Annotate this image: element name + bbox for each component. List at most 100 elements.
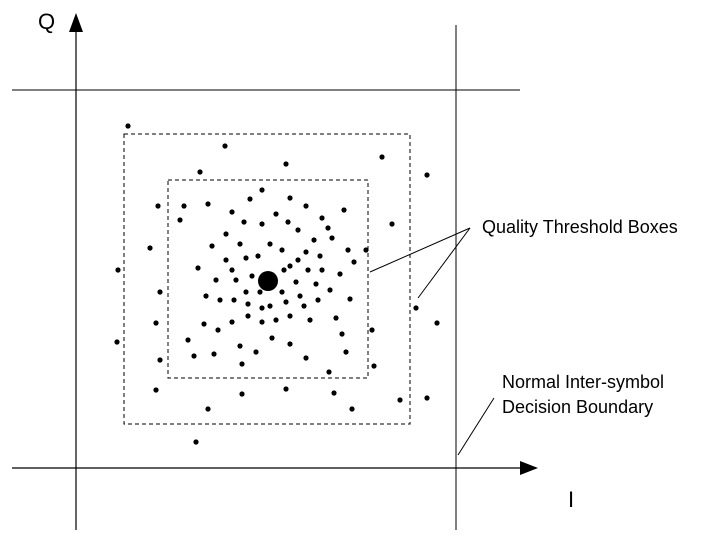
scatter-point [223,231,229,237]
scatter-point [205,406,211,412]
scatter-point [203,293,209,299]
i-axis-arrowhead [520,461,538,475]
inner-threshold-box [167,179,369,379]
scatter-point [273,211,279,217]
scatter-point [243,255,249,261]
outer-threshold-box [123,133,411,425]
scatter-point [231,297,237,303]
scatter-point [247,196,253,202]
scatter-point [267,241,273,247]
quality-threshold-label: Quality Threshold Boxes [482,217,678,237]
scatter-point [245,313,251,319]
scatter-point [259,319,265,325]
scatter-point [313,281,319,287]
received-symbol-points [114,123,440,445]
scatter-point [245,301,251,307]
scatter-point [379,154,385,160]
scatter-point [259,305,265,311]
ideal-symbol-point [258,271,278,291]
scatter-point [239,391,245,397]
decision-boundary-label-line1: Normal Inter-symbol [502,372,664,392]
scatter-point [303,249,309,255]
scatter-point [243,289,249,295]
scatter-point [283,386,289,392]
scatter-point [295,257,301,263]
q-axis-arrowhead [69,13,83,32]
scatter-point [351,259,357,265]
scatter-point [363,247,369,253]
scatter-point [333,315,339,321]
scatter-point [255,253,261,259]
scatter-point [209,243,215,249]
scatter-point [279,289,285,295]
scatter-point [319,215,325,221]
scatter-point [229,209,235,215]
scatter-point [239,361,245,367]
scatter-point [157,357,163,363]
scatter-point [191,353,197,359]
scatter-point [153,387,159,393]
scatter-point [343,349,349,355]
scatter-point [303,203,309,209]
scatter-point [215,327,221,333]
scatter-point [257,289,263,295]
scatter-point [222,143,228,149]
boundary-callout-line [457,397,495,456]
scatter-point [211,351,217,357]
scatter-point [195,265,201,271]
scatter-point [283,299,289,305]
scatter-point [434,320,440,326]
scatter-point [397,397,403,403]
scatter-point [315,297,321,303]
scatter-point [147,245,153,251]
scatter-point [259,221,265,227]
scatter-point [337,271,343,277]
scatter-point [267,303,273,309]
scatter-point [273,317,279,323]
scatter-point [201,321,207,327]
scatter-point [237,241,243,247]
scatter-point [319,267,325,273]
scatter-point [283,161,289,167]
scatter-point [301,303,307,309]
scatter-point [295,227,301,233]
scatter-point [329,235,335,241]
scatter-point [305,267,311,273]
scatter-point [115,267,121,273]
scatter-point [153,320,159,326]
scatter-point [293,279,299,285]
scatter-point [317,253,323,259]
scatter-point [331,390,337,396]
scatter-point [311,237,317,243]
scatter-point [285,219,291,225]
scatter-point [223,257,229,263]
quality-callout-line-outer [417,227,471,299]
scatter-point [185,337,191,343]
scatter-point [341,207,347,213]
scatter-point [281,267,287,273]
scatter-point [177,217,183,223]
scatter-point [253,349,259,355]
scatter-point [287,313,293,319]
scatter-point [279,247,285,253]
scatter-point [269,335,275,341]
scatter-point [297,293,303,299]
scatter-point [307,317,313,323]
i-axis-label: I [568,487,574,512]
scatter-point [205,201,211,207]
decision-boundary-label-line2: Decision Boundary [502,397,653,417]
scatter-point [197,169,203,175]
scatter-point [217,297,223,303]
scatter-point [287,195,293,201]
scatter-point [155,203,161,209]
scatter-point [237,343,243,349]
scatter-point [424,395,430,401]
scatter-point [213,277,219,283]
scatter-point [339,331,345,337]
scatter-point [325,225,331,231]
scatter-point [249,273,255,279]
scatter-point [347,296,353,302]
scatter-point [389,221,395,227]
